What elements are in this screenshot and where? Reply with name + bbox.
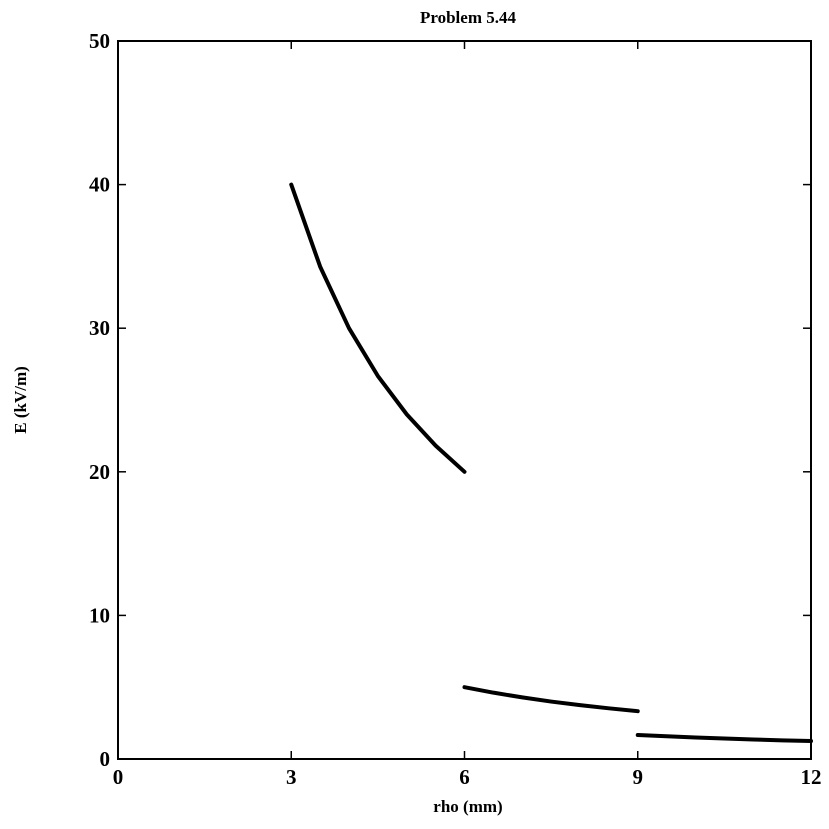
- chart-title: Problem 5.44: [420, 8, 517, 27]
- series-line-3: [635, 733, 813, 744]
- y-tick-label: 20: [89, 460, 110, 484]
- y-tick-label: 40: [89, 173, 110, 197]
- y-tick-label: 0: [100, 747, 111, 771]
- y-axis-label: E (kV/m): [11, 366, 30, 434]
- y-tick-label: 30: [89, 316, 110, 340]
- x-tick-label: 12: [801, 765, 822, 789]
- series-line-2: [462, 685, 640, 714]
- x-tick-label: 9: [633, 765, 644, 789]
- plot-frame: [117, 40, 812, 760]
- axis-ticks: 0 3 6 9 12 0 10 20 30 40 50: [89, 29, 822, 789]
- x-tick-label: 3: [286, 765, 297, 789]
- data-series: [289, 182, 813, 744]
- x-axis-label: rho (mm): [433, 797, 502, 816]
- x-tick-label: 0: [113, 765, 124, 789]
- y-tick-label: 10: [89, 603, 110, 627]
- x-tick-label: 6: [459, 765, 470, 789]
- series-line-1: [289, 182, 467, 474]
- y-tick-label: 50: [89, 29, 110, 53]
